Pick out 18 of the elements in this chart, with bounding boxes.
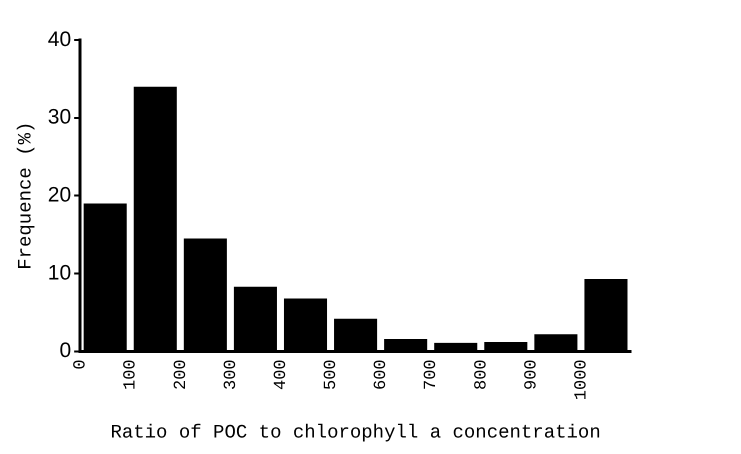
y-axis-title: Frequence (%) [14,122,36,270]
x-tick-label: 0 [72,359,91,370]
x-tick-label: 500 [322,359,342,390]
x-tick-label: 900 [522,359,542,390]
x-tick-label: 800 [472,359,492,390]
x-tick-label: 700 [422,359,442,390]
x-tick-label: 1000 [572,359,592,400]
y-tick-label: 30 [48,106,72,129]
x-tick-label: 600 [372,359,392,390]
y-tick-label: 40 [48,28,72,51]
x-axis-title: Ratio of POC to chlorophyll a concentration [110,422,601,444]
x-tick-label: 300 [222,359,241,390]
y-tick-label: 20 [48,183,72,206]
y-tick-label: 10 [48,261,72,284]
y-tick-label: 0 [59,339,72,362]
x-tick-label: 200 [172,359,191,390]
x-tick-label: 100 [122,359,141,390]
x-tick-label: 400 [272,359,291,390]
